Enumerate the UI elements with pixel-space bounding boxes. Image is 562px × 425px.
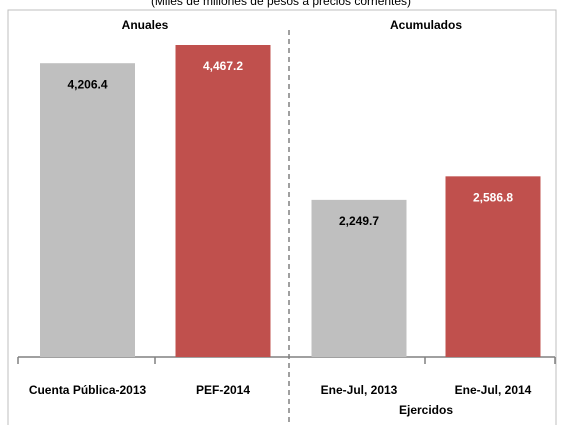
bar — [445, 176, 541, 357]
section-label: Anuales — [122, 18, 169, 32]
frame — [7, 9, 557, 425]
x-tick-label: Ene-Jul, 2014 — [455, 383, 532, 397]
chart-title: (Miles de millones de pesos a precios co… — [151, 0, 411, 8]
bar — [175, 45, 271, 357]
value-label: 2,249.7 — [339, 214, 379, 228]
bar — [40, 63, 135, 357]
x-axis-title: Ejercidos — [399, 403, 453, 417]
x-tick-label: PEF-2014 — [196, 383, 250, 397]
section-label: Acumulados — [390, 18, 462, 32]
value-label: 2,586.8 — [473, 191, 513, 205]
bar — [311, 199, 407, 357]
x-tick-label: Ene-Jul, 2013 — [321, 383, 398, 397]
value-label: 4,467.2 — [203, 59, 243, 73]
value-label: 4,206.4 — [67, 77, 107, 91]
x-tick-label: Cuenta Pública-2013 — [29, 383, 147, 397]
axis-ticks — [17, 357, 556, 364]
